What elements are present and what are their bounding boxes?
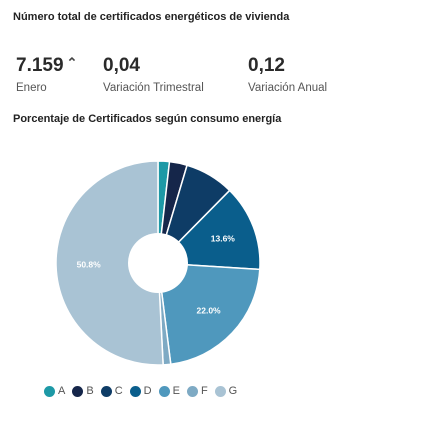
- legend-item-B[interactable]: B: [72, 385, 94, 397]
- legend-dot-G: [214, 385, 226, 397]
- data-label-E: 22.0%: [197, 305, 222, 315]
- legend-label-C: C: [114, 385, 123, 397]
- slice-E[interactable]: [157, 262, 261, 366]
- legend-label-B: B: [86, 385, 94, 397]
- legend-dot-D: [129, 385, 141, 397]
- kpi-total-number: 7.159: [16, 55, 64, 76]
- legend-item-A[interactable]: A: [44, 385, 65, 397]
- chart-title: Porcentaje de Certificados según consumo…: [13, 113, 282, 125]
- kpi-total-label: Enero: [16, 82, 47, 94]
- data-label-D: 13.6%: [211, 233, 236, 243]
- legend-item-F[interactable]: F: [186, 385, 208, 397]
- legend-dot-C: [100, 385, 112, 397]
- legend-dot-B: [72, 385, 84, 397]
- kpi-annual-label: Variación Anual: [248, 82, 328, 94]
- data-label-G: 50.8%: [77, 260, 102, 270]
- kpi-title: Número total de certificados energéticos…: [13, 11, 290, 23]
- legend-label-D: D: [143, 385, 152, 397]
- legend-dot-A: [44, 385, 55, 397]
- legend-label-G: G: [228, 385, 238, 397]
- legend-label-F: F: [200, 385, 208, 397]
- legend-item-G[interactable]: G: [214, 385, 238, 397]
- legend-item-E[interactable]: E: [158, 385, 180, 397]
- kpi-quarterly-value: 0,04: [103, 55, 140, 76]
- chart-legend: A B C D E F G: [44, 385, 244, 397]
- legend-label-E: E: [172, 385, 180, 397]
- legend-dot-E: [158, 385, 170, 397]
- kpi-quarterly-label: Variación Trimestral: [103, 82, 204, 94]
- legend-item-C[interactable]: C: [100, 385, 123, 397]
- legend-dot-F: [186, 385, 198, 397]
- slice-G[interactable]: [55, 160, 164, 366]
- kpi-annual-value: 0,12: [248, 55, 285, 76]
- donut-hole: [128, 233, 188, 293]
- legend-label-A: A: [58, 385, 66, 397]
- legend-item-D[interactable]: D: [129, 385, 152, 397]
- trend-up-icon: ⌃: [66, 55, 78, 70]
- kpi-total-value: 7.159 ⌃: [16, 55, 77, 77]
